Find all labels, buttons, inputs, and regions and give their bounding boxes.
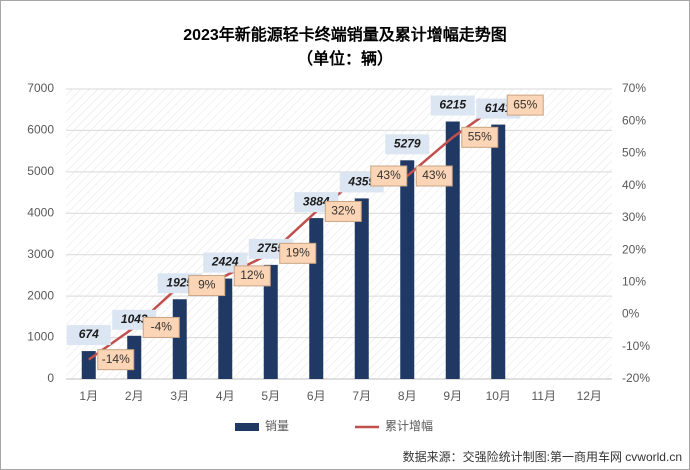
line-label-box bbox=[97, 349, 135, 371]
legend-label: 销量 bbox=[265, 419, 289, 433]
x-tick-label: 8月 bbox=[398, 389, 417, 403]
line-label-box bbox=[188, 275, 226, 297]
bar bbox=[218, 278, 233, 379]
chart-title: 2023年新能源轻卡终端销量及累计增幅走势图 bbox=[183, 25, 507, 44]
x-tick-label: 1月 bbox=[79, 389, 98, 403]
x-tick-label: 2月 bbox=[125, 389, 144, 403]
x-tick-label: 7月 bbox=[352, 389, 371, 403]
bar-label: 2424 bbox=[211, 255, 239, 269]
x-tick-label: 5月 bbox=[261, 389, 280, 403]
x-tick-label: 4月 bbox=[216, 389, 235, 403]
bar bbox=[354, 198, 369, 379]
line-label-box bbox=[142, 316, 180, 338]
bar-label-box bbox=[430, 95, 475, 116]
line-label: 19% bbox=[286, 246, 310, 260]
bar bbox=[263, 264, 278, 379]
y2-tick-label: 50% bbox=[622, 146, 646, 160]
x-tick-label: 10月 bbox=[486, 389, 511, 403]
y2-tick-label: -10% bbox=[622, 339, 650, 353]
line-label-box bbox=[324, 200, 362, 222]
y2-tick-label: 70% bbox=[622, 81, 646, 95]
line-label: 32% bbox=[331, 204, 355, 218]
line-label: 65% bbox=[513, 97, 537, 111]
y-tick-label: 1000 bbox=[27, 330, 54, 344]
bar bbox=[400, 160, 415, 379]
x-tick-label: 3月 bbox=[170, 389, 189, 403]
legend-label: 累计增幅 bbox=[385, 418, 433, 433]
bar-label: 4359 bbox=[347, 175, 375, 189]
y2-tick-label: -20% bbox=[622, 371, 650, 385]
source-note: 数据来源：交强险统计制图:第一商用车网 cvworld.cn bbox=[403, 449, 682, 464]
chart-subtitle: （单位：辆） bbox=[297, 49, 393, 68]
bar-label: 674 bbox=[79, 327, 99, 341]
bar-label-box bbox=[385, 134, 430, 155]
bar-label: 2755 bbox=[256, 241, 284, 255]
line-label: -14% bbox=[102, 352, 130, 366]
bar-label: 1043 bbox=[121, 312, 148, 326]
bar-label: 6141 bbox=[485, 101, 512, 115]
x-tick-label: 12月 bbox=[577, 389, 602, 403]
line-label: 43% bbox=[422, 168, 446, 182]
y2-tick-label: 30% bbox=[622, 210, 646, 224]
bar bbox=[491, 124, 506, 379]
line-label-box bbox=[233, 265, 271, 287]
y2-tick-label: 20% bbox=[622, 242, 646, 256]
x-tick-label: 6月 bbox=[307, 389, 326, 403]
y-tick-label: 2000 bbox=[27, 288, 54, 302]
line-label-box bbox=[461, 126, 499, 148]
y2-tick-label: 60% bbox=[622, 113, 646, 127]
y-tick-label: 6000 bbox=[27, 123, 54, 137]
line-label: -4% bbox=[151, 320, 173, 334]
y-tick-label: 7000 bbox=[27, 81, 54, 95]
line-label: 43% bbox=[377, 168, 401, 182]
line-label: 9% bbox=[198, 278, 216, 292]
y-tick-label: 4000 bbox=[27, 205, 54, 219]
line-label-box bbox=[279, 242, 317, 264]
bar-label: 1925 bbox=[166, 275, 193, 289]
line-label: 55% bbox=[468, 130, 492, 144]
line-label-box bbox=[506, 94, 544, 116]
y-tick-label: 3000 bbox=[27, 247, 54, 261]
bar-label-box bbox=[66, 325, 111, 346]
y2-tick-label: 40% bbox=[622, 178, 646, 192]
bar-label: 3884 bbox=[303, 194, 330, 208]
y-tick-label: 5000 bbox=[27, 164, 54, 178]
line bbox=[88, 104, 499, 361]
y2-tick-label: 10% bbox=[622, 275, 646, 289]
line-label-box bbox=[415, 165, 453, 187]
bar-label: 5279 bbox=[394, 136, 421, 150]
y2-tick-label: 0% bbox=[622, 307, 640, 321]
line-label-box bbox=[370, 165, 408, 187]
bar-label: 6215 bbox=[439, 98, 466, 112]
y-tick-label: 0 bbox=[47, 371, 54, 385]
x-tick-label: 11月 bbox=[532, 389, 556, 403]
legend-swatch bbox=[235, 423, 259, 431]
line-label: 12% bbox=[240, 268, 264, 282]
x-tick-label: 9月 bbox=[443, 389, 462, 403]
bar bbox=[309, 218, 324, 379]
bar bbox=[172, 299, 187, 379]
bar bbox=[445, 121, 460, 380]
